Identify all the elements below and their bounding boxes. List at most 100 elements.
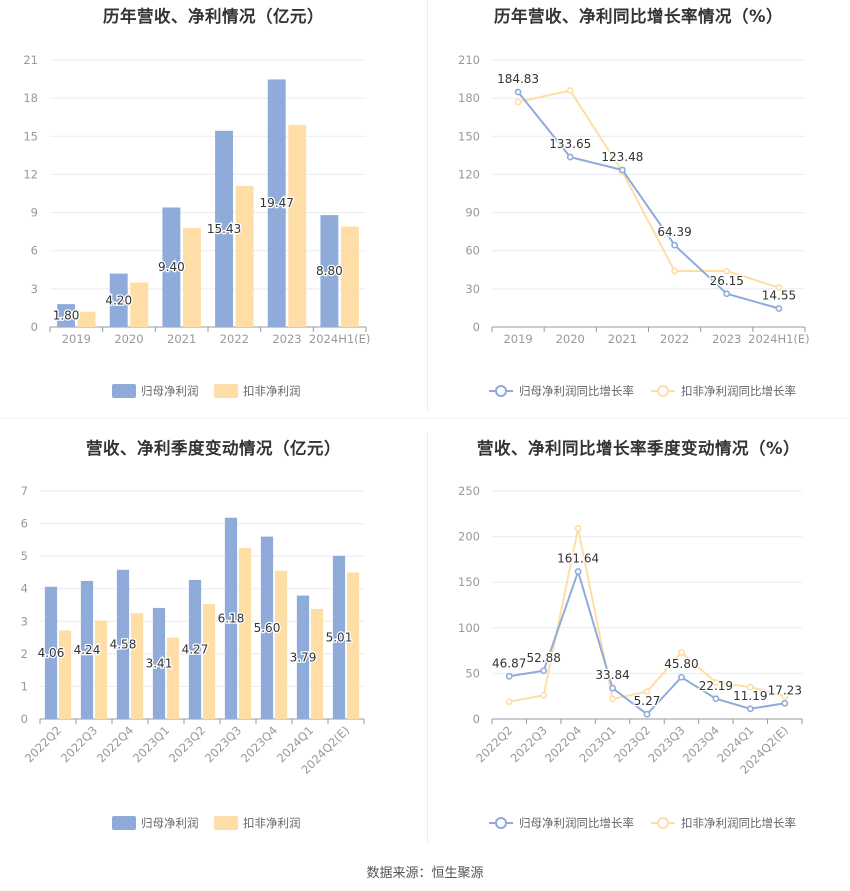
y-tick-label: 0 (473, 712, 480, 726)
line-point (746, 683, 754, 691)
legend-label: 归母净利润 (141, 816, 199, 830)
y-tick-label: 7 (21, 484, 28, 498)
x-tick-label: 2022 (660, 332, 689, 346)
bar-series2 (238, 548, 252, 719)
x-tick-label: 2023Q3 (645, 723, 687, 765)
line-point (609, 684, 616, 692)
data-label: 3.79 (290, 650, 317, 664)
data-label: 161.64 (557, 552, 599, 566)
x-tick-label: 2023Q1 (130, 723, 172, 765)
legend-label: 扣非净利润同比增长率 (681, 384, 796, 398)
x-tick-label: 2019 (503, 332, 532, 346)
chart-title: 营收、净利同比增长率季度变动情况（%） (476, 439, 801, 458)
line-point (723, 290, 731, 298)
y-tick-label: 180 (458, 91, 480, 105)
data-label: 4.20 (105, 293, 132, 307)
y-tick-label: 0 (473, 320, 480, 334)
y-tick-label: 3 (31, 282, 38, 296)
x-tick-label: 2022 (220, 332, 249, 346)
line-point (781, 699, 789, 707)
data-label: 133.65 (549, 137, 591, 151)
line-point (723, 267, 731, 275)
bar-series2 (182, 227, 201, 327)
y-tick-label: 150 (458, 129, 480, 143)
x-tick-label: 2023 (272, 332, 301, 346)
data-label: 6.18 (218, 611, 245, 625)
bar-series2 (58, 630, 72, 719)
line-point (540, 667, 548, 675)
bar-series1 (215, 130, 234, 327)
y-tick-label: 250 (458, 484, 480, 498)
bar-series1 (152, 607, 166, 719)
chart-title: 历年营收、净利情况（亿元） (103, 7, 324, 26)
x-tick-label: 2023Q4 (680, 723, 722, 765)
line-point (574, 568, 582, 575)
legend-label: 归母净利润 (141, 384, 199, 398)
line-point (505, 672, 513, 680)
x-tick-label: 2020 (114, 332, 143, 346)
bar-series1 (296, 595, 310, 719)
bar-series2 (235, 185, 254, 327)
bar-series1 (80, 580, 94, 719)
legend-swatch (112, 384, 136, 398)
vertical-divider (427, 0, 428, 410)
y-tick-label: 18 (23, 91, 38, 105)
data-label: 4.27 (182, 642, 209, 656)
chart-title: 营收、净利季度变动情况（亿元） (86, 439, 341, 458)
line-point (540, 691, 548, 699)
x-tick-label: 2020 (556, 332, 585, 346)
y-tick-label: 3 (21, 614, 28, 628)
bar-series2 (346, 572, 360, 719)
bar-series2 (130, 282, 149, 327)
data-label: 123.48 (601, 150, 643, 164)
line-point (678, 673, 685, 681)
x-tick-label: 2022Q4 (94, 723, 136, 765)
y-tick-label: 1 (21, 679, 28, 693)
data-label: 22.19 (699, 679, 733, 693)
series2-line (517, 89, 780, 289)
data-source-footer: 数据来源：恒生聚源 (366, 866, 484, 881)
line-point (643, 688, 651, 696)
bar-series1 (57, 304, 76, 327)
data-label: 3.41 (146, 656, 173, 670)
legend-marker (657, 385, 669, 397)
chart-title: 历年营收、净利同比增长率情况（%） (493, 7, 784, 26)
data-label: 11.19 (733, 689, 767, 703)
legend-marker (657, 817, 669, 829)
x-tick-label: 2023Q3 (202, 723, 244, 765)
line-point (712, 695, 720, 703)
x-tick-label: 2023Q2 (611, 723, 653, 765)
x-tick-label: 2022Q3 (58, 723, 100, 765)
data-label: 46.87 (492, 656, 526, 670)
data-label: 5.01 (326, 630, 353, 644)
series1-line (517, 91, 780, 310)
line-point (514, 88, 522, 96)
y-tick-label: 21 (23, 53, 38, 67)
vertical-divider (427, 432, 428, 842)
y-tick-label: 4 (21, 582, 28, 596)
line-point (643, 710, 651, 718)
y-tick-label: 50 (465, 666, 480, 680)
y-tick-label: 200 (458, 530, 480, 544)
y-tick-label: 30 (465, 282, 480, 296)
bar-series1 (116, 569, 130, 719)
line-point (712, 679, 720, 686)
x-tick-label: 2021 (608, 332, 637, 346)
data-label: 4.24 (74, 643, 101, 657)
y-tick-label: 6 (31, 244, 38, 258)
bar-series2 (130, 613, 144, 719)
annual-growth-panel: 历年营收、净利同比增长率情况（%） 0 30 60 90 120 150 180 210 201… (427, 0, 850, 410)
data-label: 64.39 (657, 225, 691, 239)
bar-series1 (162, 207, 181, 327)
legend-label: 归母净利润同比增长率 (519, 816, 634, 830)
legend-marker (495, 385, 507, 397)
bar-series2 (202, 604, 216, 719)
line-point (505, 698, 513, 706)
data-label: 8.80 (316, 264, 343, 278)
data-label: 5.60 (254, 621, 281, 635)
data-label: 4.06 (38, 646, 65, 660)
x-tick-label: 2019 (62, 332, 91, 346)
line-point (514, 98, 522, 106)
data-label: 5.27 (634, 694, 661, 708)
bar-series1 (320, 215, 339, 327)
